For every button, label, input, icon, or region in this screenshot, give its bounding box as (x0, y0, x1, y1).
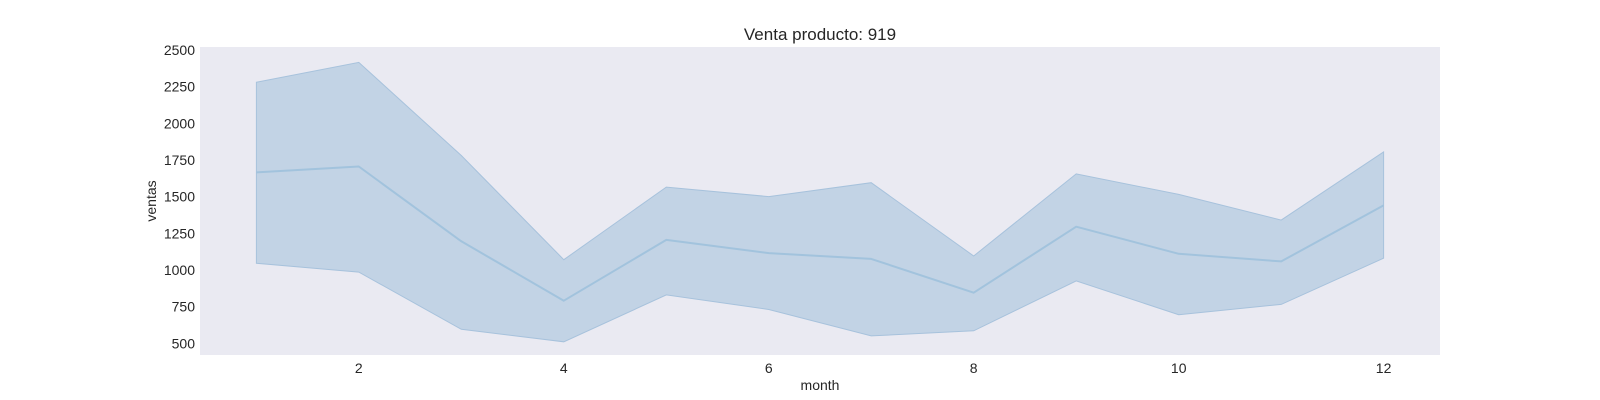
confidence-band (255, 61, 1385, 343)
x-tick-label: 4 (560, 360, 568, 376)
series-line (256, 165, 1385, 302)
y-axis-label: ventas (143, 180, 159, 221)
y-tick-label: 750 (172, 299, 196, 315)
x-tick-label: 2 (355, 360, 363, 376)
y-tick-label: 2250 (164, 79, 195, 95)
x-tick-labels: 2 4 6 8 10 12 (355, 360, 1392, 376)
y-tick-label: 1750 (164, 152, 195, 168)
x-tick-label: 10 (1171, 360, 1187, 376)
y-tick-label: 2000 (164, 115, 195, 131)
x-axis-label: month (801, 377, 840, 393)
x-tick-label: 6 (765, 360, 773, 376)
y-tick-label: 2500 (164, 42, 195, 58)
y-tick-labels: 500 750 1000 1250 1500 1750 2000 2250 2500 (164, 42, 195, 351)
y-tick-label: 1000 (164, 262, 195, 278)
x-tick-label: 8 (970, 360, 978, 376)
chart-title: Venta producto: 919 (744, 25, 896, 44)
x-tick-label: 12 (1376, 360, 1392, 376)
y-tick-label: 1500 (164, 189, 195, 205)
y-tick-label: 1250 (164, 225, 195, 241)
series-line-layer (256, 165, 1385, 302)
y-tick-label: 500 (172, 335, 196, 351)
confidence-band-layer (255, 61, 1385, 343)
